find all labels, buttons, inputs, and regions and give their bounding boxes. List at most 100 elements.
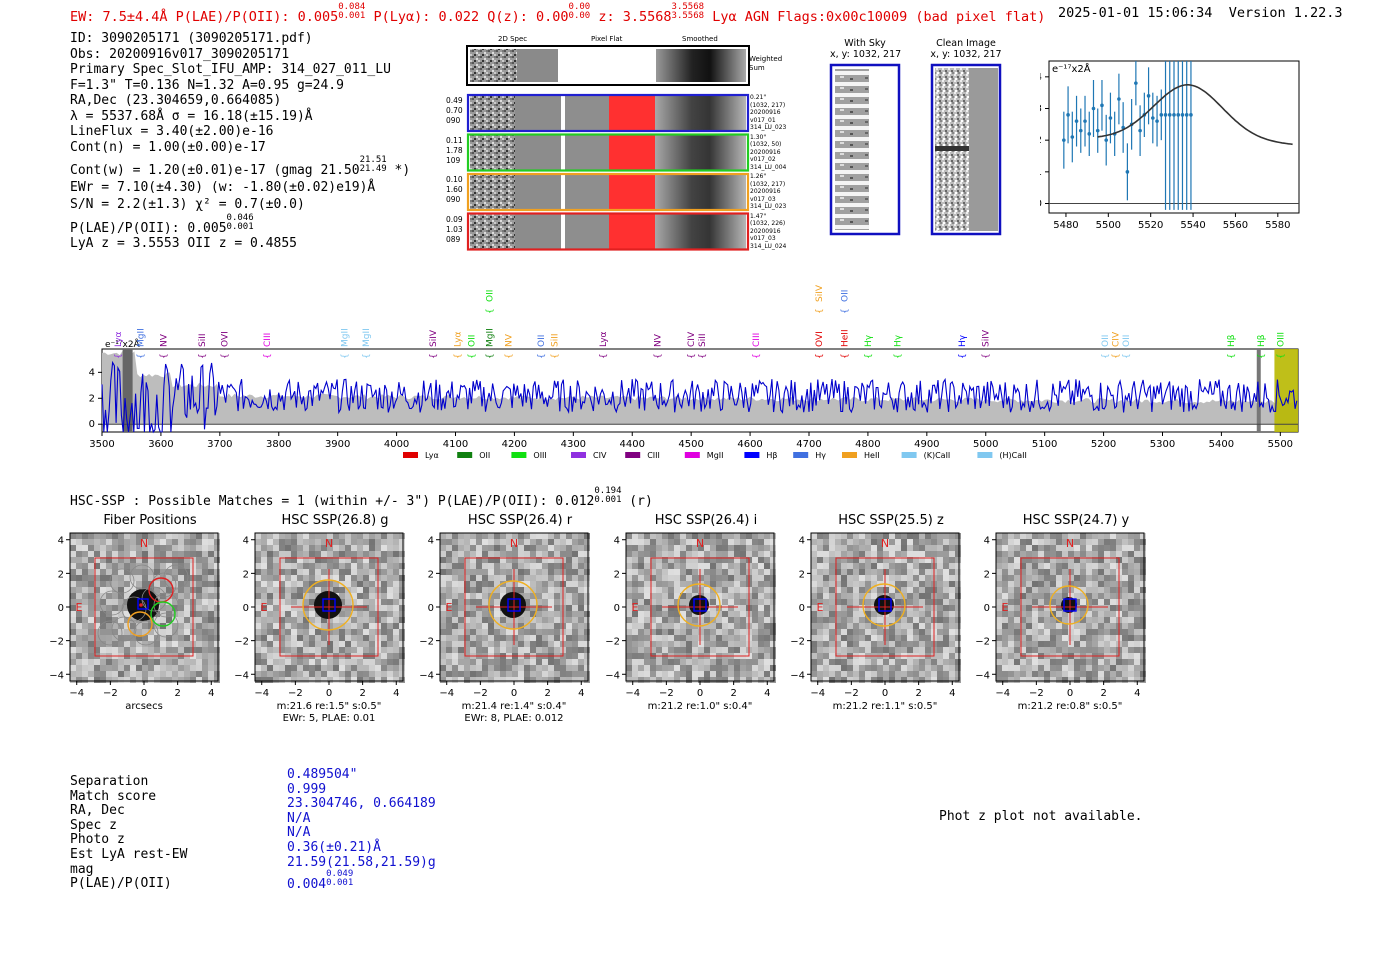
hsc-pixel [668, 587, 674, 593]
hsc-pixel [172, 623, 178, 629]
hsc-pixel [680, 581, 686, 587]
hsc-pixel [1128, 623, 1134, 629]
hsc-pixel [351, 647, 357, 653]
hsc-pixel [351, 581, 357, 587]
hsc-pixel [279, 635, 285, 641]
hsc-pixel [112, 605, 118, 611]
hsc-pixel [578, 551, 584, 557]
hsc-pixel [184, 593, 190, 599]
zoom-point [1100, 103, 1104, 108]
hsc-pixel [351, 659, 357, 665]
hsc-pixel [369, 611, 375, 617]
hsc-pixel [704, 563, 710, 569]
hsc-pixel [542, 575, 548, 581]
cutout-2dspec [470, 214, 515, 249]
hsc-pixel [106, 569, 112, 575]
hsc-pixel [656, 569, 662, 575]
photz-note: Phot z plot not available. [939, 809, 1143, 824]
hsc-pixel [1140, 587, 1146, 593]
hsc-pixel [303, 575, 309, 581]
hsc-pixel [853, 641, 859, 647]
hsc-pixel [1140, 617, 1146, 623]
hsc-pixel [178, 593, 184, 599]
hsc-pixel [1068, 641, 1074, 647]
hsc-pixel [88, 587, 94, 593]
hsc-pixel [524, 617, 530, 623]
hsc-pixel [88, 539, 94, 545]
hsc-pixel [1062, 545, 1068, 551]
hsc-pixel [1062, 575, 1068, 581]
hsc-pixel [650, 557, 656, 563]
hsc-pixel [363, 557, 369, 563]
hsc-pixel [829, 647, 835, 653]
hsc-pixel [315, 617, 321, 623]
hsc-pixel [901, 587, 907, 593]
spec-line-mark-label: SiII [198, 333, 208, 347]
hsc-pixel [1098, 611, 1104, 617]
hsc-pixel [273, 641, 279, 647]
hsc-pixel [823, 551, 829, 557]
hsc-pixel [853, 611, 859, 617]
hsc-center-box [137, 598, 149, 610]
hsc-pixel [154, 623, 160, 629]
hsc-pixel [154, 617, 160, 623]
hsc-pixel [949, 587, 955, 593]
hsc-pixel [524, 533, 530, 539]
hsc-pixel [315, 551, 321, 557]
hsc-pixel [656, 563, 662, 569]
hsc-pixel [190, 659, 196, 665]
hsc-pixel [458, 593, 464, 599]
hsc-pixel [512, 539, 518, 545]
hsc-pixel [1038, 557, 1044, 563]
hsc-pixel [70, 557, 76, 563]
hsc-pixel [482, 599, 488, 605]
hsc-pixel [124, 593, 130, 599]
hsc-pixel [859, 611, 865, 617]
hsc-pixel [1128, 539, 1134, 545]
hsc-pixel [399, 659, 405, 665]
hsc-pixel [1128, 599, 1134, 605]
hsc-pixel [901, 545, 907, 551]
hsc-pixel [166, 551, 172, 557]
hsc-pixel [273, 665, 279, 671]
hsc-pixel [638, 617, 644, 623]
hsc-pixel [279, 605, 285, 611]
hsc-pixel [1140, 671, 1146, 677]
hsc-pixel [202, 647, 208, 653]
hsc-pixel [267, 611, 273, 617]
spec-line-mark: Hβ{ [1257, 334, 1267, 359]
hsc-pixel [178, 635, 184, 641]
hsc-pixel [698, 647, 704, 653]
hsc-pixel [279, 587, 285, 593]
hsc-pixel [996, 533, 1002, 539]
hsc-pixel [339, 647, 345, 653]
hsc-north-label: N [1066, 537, 1074, 550]
hsc-pixel [291, 533, 297, 539]
hsc-pixel [1050, 665, 1056, 671]
hsc-pixel [321, 551, 327, 557]
hsc-pixel [255, 581, 261, 587]
hsc-pixel [949, 641, 955, 647]
hsc-pixel [1140, 629, 1146, 635]
spec-legend-label: MgII [707, 451, 724, 460]
hsc-pixel [668, 629, 674, 635]
hsc-pixel [698, 551, 704, 557]
hsc-pixel [261, 653, 267, 659]
hsc-pixel [734, 647, 740, 653]
hsc-pixel [1050, 557, 1056, 563]
hsc-pixel [853, 647, 859, 653]
hsc-pixel [309, 551, 315, 557]
hsc-pixel [937, 623, 943, 629]
hsc-pixel [500, 623, 506, 629]
hsc-pixel [638, 563, 644, 569]
hsc-pixel [106, 635, 112, 641]
hsc-pixel [1080, 635, 1086, 641]
hsc-pixel [1074, 557, 1080, 563]
hsc-pixel [740, 635, 746, 641]
hsc-pixel [124, 623, 130, 629]
hsc-pixel [315, 575, 321, 581]
cutout-flat-gray [565, 175, 609, 209]
hsc-pixel [387, 671, 393, 677]
hsc-pixel [70, 677, 76, 683]
hsc-pixel [94, 551, 100, 557]
